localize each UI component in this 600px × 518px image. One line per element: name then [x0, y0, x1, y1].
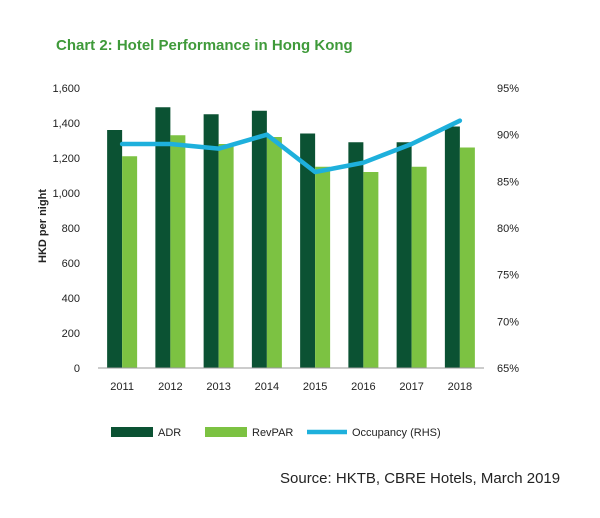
right-tick-label: 85%	[497, 176, 519, 188]
legend-label-revpar: RevPAR	[252, 427, 293, 439]
right-tick-label: 90%	[497, 130, 519, 142]
bar-adr	[251, 110, 267, 368]
right-tick-label: 95%	[497, 83, 519, 95]
left-tick-label: 0	[74, 363, 80, 375]
left-tick-label: 600	[62, 258, 80, 270]
x-tick-label: 2012	[158, 381, 182, 393]
right-tick-label: 70%	[497, 316, 519, 328]
right-tick-label: 75%	[497, 270, 519, 282]
right-axis-ticks: 65% 70% 75% 80% 85% 90% 95%	[497, 83, 519, 375]
bar-revpar	[315, 166, 331, 368]
bar-revpar	[411, 166, 427, 368]
x-tick-label: 2018	[448, 381, 472, 393]
bar-adr	[155, 107, 171, 368]
bar-revpar	[363, 172, 379, 368]
legend: ADR RevPAR Occupancy (RHS)	[111, 427, 441, 439]
bar-adr	[444, 126, 460, 368]
occupancy-line	[119, 118, 463, 175]
bar-revpar	[218, 144, 234, 368]
bar-adr	[348, 142, 364, 368]
left-tick-label: 1,200	[52, 153, 80, 165]
x-tick-label: 2013	[206, 381, 230, 393]
x-tick-label: 2014	[255, 381, 279, 393]
right-tick-label: 80%	[497, 223, 519, 235]
bar-revpar	[459, 147, 475, 368]
bar-adr	[107, 130, 123, 368]
bar-revpar	[266, 137, 282, 368]
bar-revpar	[170, 135, 186, 368]
left-tick-label: 1,400	[52, 118, 80, 130]
left-axis-ticks: 0 200 400 600 800 1,000 1,200 1,400 1,600	[52, 83, 80, 375]
y-axis-title: HKD per night	[37, 189, 49, 263]
bar-adr	[396, 142, 412, 368]
x-tick-label: 2015	[303, 381, 327, 393]
bars-group	[107, 107, 475, 368]
legend-swatch-revpar	[205, 427, 247, 437]
left-tick-label: 800	[62, 223, 80, 235]
legend-label-occupancy: Occupancy (RHS)	[352, 427, 441, 439]
chart-title: Chart 2: Hotel Performance in Hong Kong	[56, 37, 353, 54]
legend-label-adr: ADR	[158, 427, 181, 439]
source-note: Source: HKTB, CBRE Hotels, March 2019	[280, 470, 560, 487]
bar-revpar	[122, 156, 138, 368]
x-tick-label: 2011	[110, 381, 134, 393]
x-tick-label: 2016	[351, 381, 375, 393]
occupancy-line-group	[119, 118, 463, 175]
left-tick-label: 1,600	[52, 83, 80, 95]
x-axis-ticks: 2011 2012 2013 2014 2015 2016 2017 2018	[110, 381, 472, 393]
bar-adr	[203, 114, 219, 368]
right-tick-label: 65%	[497, 363, 519, 375]
x-tick-label: 2017	[399, 381, 423, 393]
left-tick-label: 200	[62, 328, 80, 340]
bar-adr	[300, 133, 316, 368]
left-tick-label: 1,000	[52, 188, 80, 200]
legend-swatch-adr	[111, 427, 153, 437]
left-tick-label: 400	[62, 293, 80, 305]
